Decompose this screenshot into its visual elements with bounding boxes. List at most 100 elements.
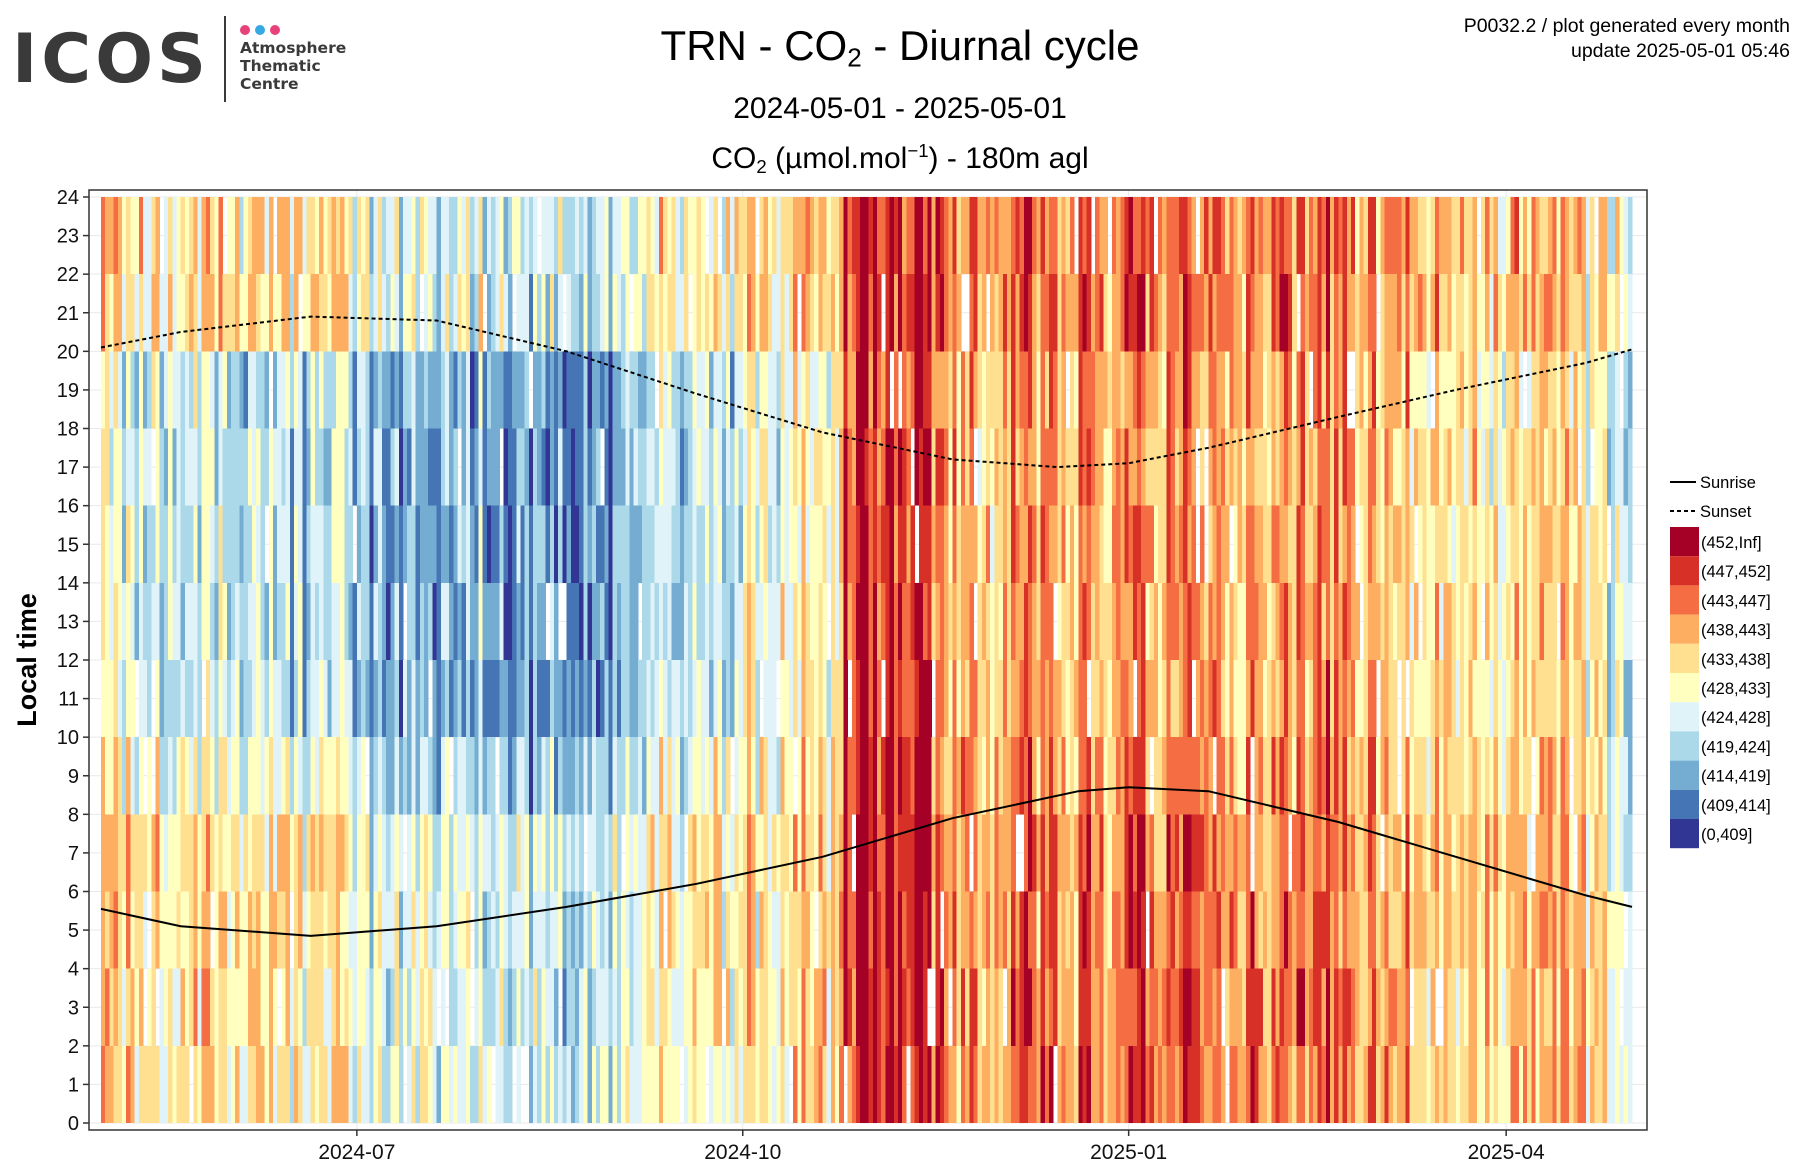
- heatmap-cell: [1552, 814, 1557, 892]
- heatmap-cell: [818, 197, 823, 275]
- heatmap-cell: [948, 1045, 953, 1123]
- heatmap-cell: [751, 814, 756, 892]
- heatmap-cell: [1455, 197, 1461, 275]
- heatmap-cell: [1137, 968, 1142, 1046]
- heatmap-cell: [1178, 660, 1184, 738]
- heatmap-cell: [235, 814, 240, 892]
- heatmap-cell: [432, 505, 437, 583]
- heatmap-cell: [1401, 197, 1406, 275]
- heatmap-cell: [675, 660, 681, 738]
- heatmap-cell: [1564, 274, 1570, 352]
- heatmap-cell: [805, 428, 811, 506]
- heatmap-cell: [1397, 274, 1402, 352]
- heatmap-cell: [1044, 1045, 1050, 1123]
- heatmap-cell: [1225, 428, 1230, 506]
- heatmap-cell: [1594, 582, 1599, 660]
- heatmap-cell: [1384, 197, 1390, 275]
- heatmap-cell: [214, 660, 219, 738]
- heatmap-cell: [1099, 582, 1104, 660]
- heatmap-cell: [663, 505, 668, 583]
- heatmap-cell: [1137, 351, 1142, 429]
- heatmap-cell: [1191, 351, 1197, 429]
- heatmap-cell: [272, 582, 278, 660]
- heatmap-cell: [650, 737, 656, 815]
- heatmap-cell: [608, 428, 614, 506]
- heatmap-cell: [1413, 968, 1419, 1046]
- heatmap-cell: [1418, 737, 1423, 815]
- heatmap-cell: [1216, 274, 1222, 352]
- heatmap-cell: [423, 660, 429, 738]
- heatmap-cell: [1153, 1045, 1159, 1123]
- heatmap-cell: [759, 968, 765, 1046]
- heatmap-cell: [528, 660, 534, 738]
- heatmap-cell: [432, 1045, 437, 1123]
- heatmap-cell: [1338, 737, 1343, 815]
- heatmap-cell: [189, 274, 194, 352]
- heatmap-cell: [142, 197, 148, 275]
- heatmap-cell: [1141, 891, 1146, 969]
- heatmap-cell: [637, 660, 643, 738]
- heatmap-cell: [1342, 582, 1348, 660]
- heatmap-cell: [1292, 582, 1297, 660]
- heatmap-cell: [1141, 582, 1146, 660]
- heatmap-cell: [134, 1045, 140, 1123]
- heatmap-cell: [931, 428, 937, 506]
- heatmap-cell: [117, 505, 123, 583]
- heatmap-cell: [793, 428, 798, 506]
- heatmap-cell: [1128, 968, 1134, 1046]
- heatmap-cell: [1329, 1045, 1335, 1123]
- heatmap-cell: [1069, 197, 1075, 275]
- heatmap-cell: [612, 737, 618, 815]
- heatmap-cell: [474, 814, 479, 892]
- heatmap-cell: [1590, 814, 1595, 892]
- heatmap-cell: [843, 274, 849, 352]
- heatmap-cell: [1153, 582, 1159, 660]
- heatmap-cell: [1149, 582, 1155, 660]
- heatmap-cell: [1539, 274, 1545, 352]
- heatmap-cell: [1615, 891, 1620, 969]
- heatmap-cell: [335, 197, 341, 275]
- heatmap-cell: [1560, 274, 1566, 352]
- heatmap-cell: [335, 814, 341, 892]
- heatmap-cell: [1447, 814, 1453, 892]
- heatmap-cell: [1598, 1045, 1604, 1123]
- heatmap-cell: [1145, 660, 1151, 738]
- heatmap-cell: [1275, 968, 1281, 1046]
- heatmap-cell: [767, 197, 773, 275]
- heatmap-cell: [608, 737, 614, 815]
- heatmap-cell: [432, 197, 437, 275]
- heatmap-cell: [1103, 351, 1109, 429]
- heatmap-cell: [272, 814, 278, 892]
- legend-bin-label: (0,409]: [1701, 826, 1752, 844]
- heatmap-cell: [549, 660, 555, 738]
- heatmap-cell: [1111, 1045, 1117, 1123]
- heatmap-cell: [533, 505, 538, 583]
- heatmap-cell: [994, 197, 1000, 275]
- heatmap-cell: [1007, 428, 1012, 506]
- heatmap-cell: [814, 197, 819, 275]
- heatmap-cell: [1078, 582, 1083, 660]
- heatmap-cell: [960, 814, 966, 892]
- heatmap-cell: [1585, 891, 1591, 969]
- heatmap-cell: [142, 1045, 148, 1123]
- heatmap-cell: [1103, 660, 1109, 738]
- heatmap-cell: [1128, 428, 1134, 506]
- heatmap-cell: [331, 197, 337, 275]
- heatmap-cell: [902, 428, 907, 506]
- heatmap-cell: [1292, 197, 1297, 275]
- heatmap-cell: [1367, 1045, 1373, 1123]
- heatmap-cell: [419, 582, 425, 660]
- heatmap-cell: [776, 737, 781, 815]
- heatmap-cell: [1166, 814, 1171, 892]
- heatmap-cell: [205, 505, 211, 583]
- heatmap-cell: [1493, 274, 1499, 352]
- legend-swatch: [1670, 585, 1699, 615]
- chart-title: TRN - CO2 - Diurnal cycle: [660, 22, 1140, 73]
- heatmap-cell: [407, 197, 412, 275]
- heatmap-cell: [897, 891, 903, 969]
- heatmap-cell: [109, 660, 114, 738]
- heatmap-cell: [1027, 428, 1033, 506]
- heatmap-cell: [692, 968, 698, 1046]
- heatmap-cell: [268, 1045, 274, 1123]
- heatmap-cell: [809, 814, 815, 892]
